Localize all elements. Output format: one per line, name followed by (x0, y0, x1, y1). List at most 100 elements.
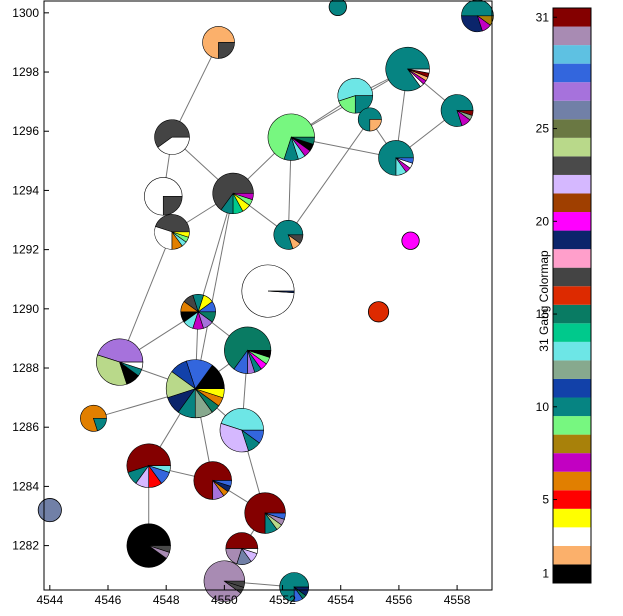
x-tick-label: 4544 (36, 593, 63, 607)
colorbar-swatch-14 (553, 323, 591, 342)
pie-node-n25 (193, 461, 232, 500)
y-tick-label: 1288 (12, 361, 39, 375)
pie-slice (456, 110, 474, 116)
pie-node-n9 (378, 140, 414, 176)
colorbar-swatch-20 (553, 212, 591, 231)
colorbar-swatch-8 (553, 434, 591, 454)
colorbar-swatch-3 (553, 527, 591, 546)
pie-slice (244, 492, 286, 534)
pie-slice (148, 545, 171, 553)
pie-node-n23 (219, 408, 264, 453)
pie-node-n11 (144, 177, 183, 216)
pie-slice (293, 586, 310, 597)
pie-slice (37, 498, 62, 523)
colorbar-swatch-12 (553, 360, 591, 379)
colorbar-tick-label: 25 (536, 122, 550, 136)
colorbar-swatch-5 (553, 490, 591, 509)
pie-node-n17 (367, 301, 390, 323)
x-tick-label: 4558 (444, 593, 471, 607)
pie-slice (155, 214, 190, 233)
pie-node-n10 (154, 119, 190, 155)
colorbar-swatch-27 (553, 82, 591, 101)
colorbar-swatch-28 (553, 63, 591, 83)
colorbar-swatch-31 (553, 8, 591, 27)
pie-slice (171, 231, 190, 238)
pie-slice (195, 388, 225, 399)
pie-slice (202, 26, 235, 59)
x-tick-label: 4552 (269, 593, 296, 607)
x-tick-label: 4548 (153, 593, 180, 607)
pie-slice (267, 290, 295, 294)
pie-node-n24 (126, 443, 171, 488)
pie-slice (328, 0, 347, 17)
colorbar-tick-label: 10 (536, 400, 550, 414)
pie-slice (232, 193, 254, 201)
edge-n12-n21 (194, 193, 234, 389)
pie-slice (219, 423, 249, 453)
pie-node-n18 (180, 294, 216, 330)
pie-node-n12 (212, 172, 254, 215)
x-tick-label: 4554 (327, 593, 354, 607)
pie-slice (357, 107, 382, 132)
y-tick-label: 1284 (12, 479, 39, 493)
colorbar-swatch-9 (553, 416, 591, 435)
pie-slice (401, 231, 420, 250)
pie-slice (287, 234, 304, 244)
y-tick-label: 1300 (12, 6, 39, 20)
pie-slice (93, 418, 107, 432)
pie-node-n28 (126, 523, 171, 568)
pie-node-n27 (244, 492, 286, 534)
y-tick-label: 1294 (12, 183, 39, 197)
pie-slice (162, 196, 183, 216)
pie-slice (461, 0, 494, 17)
colorbar-swatch-24 (553, 137, 591, 157)
pie-slice (395, 157, 414, 164)
pie-slice (148, 465, 171, 473)
y-tick-label: 1290 (12, 302, 39, 316)
colorbar-tick-label: 15 (536, 307, 550, 321)
pie-slice (96, 354, 128, 386)
y-tick-label: 1292 (12, 243, 39, 257)
pie-node-n5 (337, 77, 374, 114)
pie-node-n22 (80, 404, 107, 432)
pie-slice (291, 136, 315, 145)
colorbar-swatch-26 (553, 100, 591, 120)
colorbar-swatch-1 (553, 564, 591, 583)
pie-node-n8 (267, 113, 315, 161)
pie-slice (264, 512, 286, 520)
pie-node-n29 (225, 532, 259, 565)
pie-slice (157, 136, 190, 155)
pie-slice (337, 77, 374, 102)
pie-node-n15 (401, 231, 420, 250)
plot-frame (43, 0, 493, 591)
pie-node-n7 (440, 94, 474, 127)
pie-slice (240, 429, 264, 444)
colorbar-swatch-2 (553, 545, 591, 565)
x-axis: 4544 4546 4548 4550 4552 4554 4556 4558 (36, 585, 471, 607)
pie-slice (407, 68, 430, 74)
pie-node-n31 (279, 572, 310, 602)
pie-node-n4 (385, 46, 430, 92)
pie-slice (97, 338, 144, 363)
pie-slice (378, 140, 414, 176)
pie-slice (218, 42, 235, 59)
colorbar-swatch-11 (553, 378, 591, 398)
edge-n6-n14 (287, 119, 371, 236)
node-layer (37, 0, 494, 602)
y-axis: 1282 1284 1286 1288 1290 1292 1294 1296 1298 1300 (12, 6, 49, 553)
pie-node-n19 (224, 326, 272, 374)
pie-slice (279, 572, 310, 602)
pie-slice (224, 580, 246, 588)
colorbar-swatch-22 (553, 174, 591, 194)
pie-slice (154, 226, 173, 250)
pie-node-n26 (37, 498, 62, 523)
x-tick-label: 4546 (95, 593, 122, 607)
colorbar-swatch-25 (553, 119, 591, 138)
colorbar-swatch-18 (553, 249, 591, 268)
colorbar-swatch-23 (553, 156, 591, 175)
pie-node-n13 (154, 214, 190, 250)
pie-slice (476, 15, 494, 26)
colorbar-tick-label: 1 (542, 567, 549, 581)
colorbar-tick-label: 31 (536, 10, 550, 24)
